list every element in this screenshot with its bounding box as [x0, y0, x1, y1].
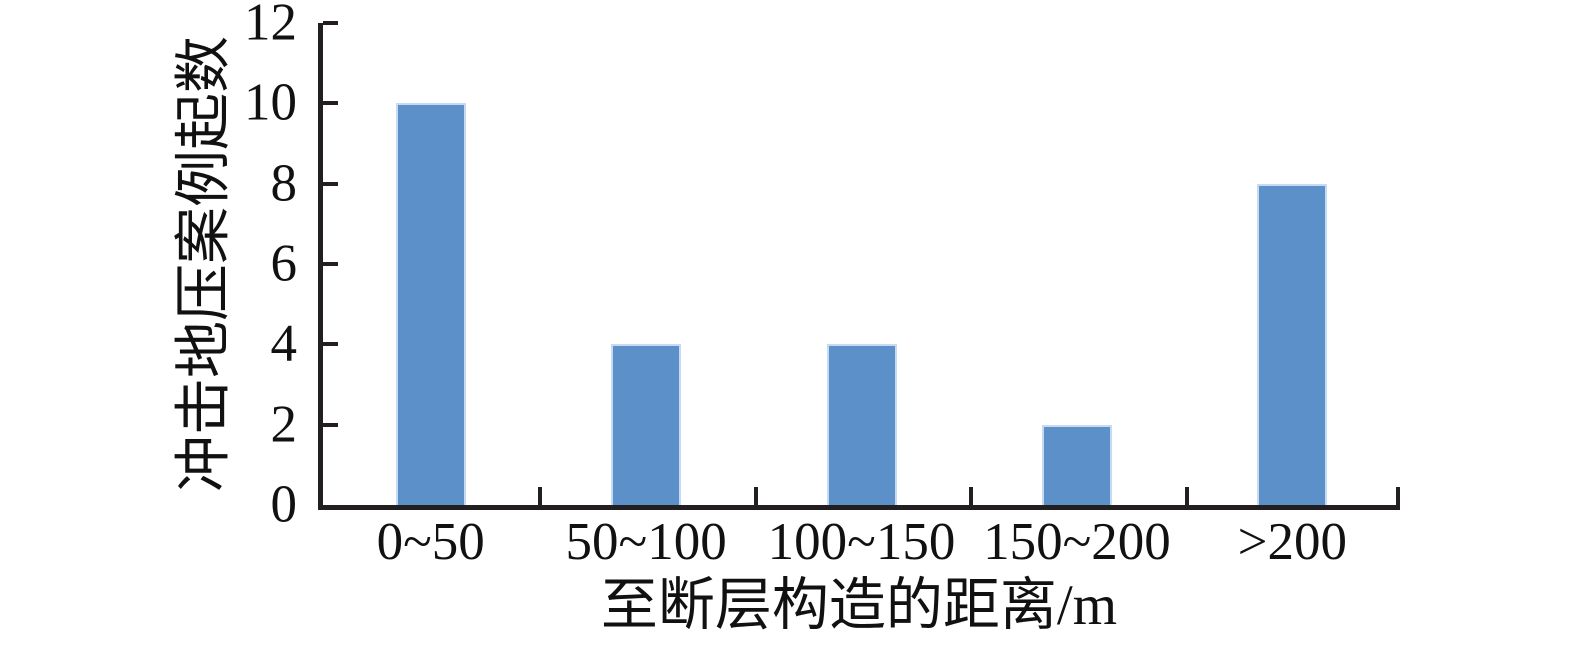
x-axis-tick-labels: 0~50 50~100 100~150 150~200 >200	[323, 513, 1400, 571]
x-axis-tick	[754, 487, 758, 505]
y-tick-label: 0	[270, 475, 298, 534]
x-axis-tick	[1396, 487, 1400, 505]
y-tick-label: 12	[244, 0, 297, 52]
y-tick-label: 6	[270, 234, 298, 293]
y-axis-tick-labels: 0 2 4 6 8 10 12	[0, 0, 298, 531]
y-tick-label: 4	[270, 314, 298, 373]
y-axis-tick	[323, 262, 338, 266]
x-tick-label: 150~200	[983, 513, 1171, 571]
x-tick-label: 100~150	[767, 513, 956, 571]
y-tick-label: 8	[270, 154, 298, 213]
x-tick-label: 50~100	[565, 513, 727, 571]
y-tick-label: 2	[270, 395, 298, 454]
y-axis-tick	[323, 182, 338, 186]
bar-50~100	[611, 344, 682, 505]
x-axis-tick	[969, 487, 973, 505]
plot-area	[318, 21, 1400, 510]
x-axis-title: 至断层构造的距离/m	[600, 574, 1118, 637]
bar->200	[1257, 184, 1328, 505]
y-axis-tick	[323, 101, 338, 105]
y-tick-label: 10	[244, 73, 297, 132]
y-axis-tick	[323, 423, 338, 427]
x-tick-label: >200	[1237, 513, 1348, 571]
bar-0~50	[395, 103, 466, 505]
bar-150~200	[1041, 425, 1112, 505]
bar-100~150	[826, 344, 897, 505]
y-axis-tick	[323, 342, 338, 346]
y-axis-tick	[323, 21, 338, 25]
x-axis-tick	[538, 487, 542, 505]
x-axis-tick	[1185, 487, 1189, 505]
x-tick-label: 0~50	[376, 513, 485, 571]
